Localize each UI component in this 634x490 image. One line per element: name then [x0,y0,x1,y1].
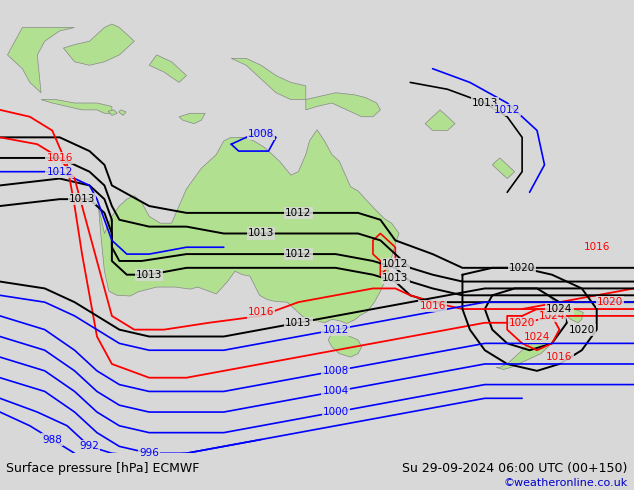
Text: 1020: 1020 [569,325,595,335]
Text: 1013: 1013 [136,270,162,280]
Text: 988: 988 [42,435,62,444]
Polygon shape [108,110,117,115]
Text: 1012: 1012 [46,167,73,177]
Text: 1020: 1020 [509,318,535,328]
Text: 1016: 1016 [547,352,573,362]
Text: 1016: 1016 [583,242,610,252]
Text: 1016: 1016 [248,307,275,318]
Text: 1024: 1024 [547,304,573,314]
Polygon shape [41,99,112,113]
Text: 1016: 1016 [420,300,446,311]
Polygon shape [231,58,306,99]
Polygon shape [496,340,550,369]
Polygon shape [63,24,134,65]
Text: ©weatheronline.co.uk: ©weatheronline.co.uk [503,478,628,488]
Text: 1012: 1012 [494,105,521,115]
Polygon shape [149,55,186,82]
Text: 992: 992 [80,441,100,451]
Text: 1024: 1024 [524,332,550,342]
Polygon shape [119,110,126,115]
Text: 1016: 1016 [46,153,73,163]
Text: 1013: 1013 [69,194,95,204]
Text: Su 29-09-2024 06:00 UTC (00+150): Su 29-09-2024 06:00 UTC (00+150) [403,463,628,475]
Polygon shape [425,110,455,130]
Text: 1008: 1008 [248,129,274,139]
Polygon shape [492,158,515,178]
Text: 1013: 1013 [248,228,275,239]
Text: Surface pressure [hPa] ECMWF: Surface pressure [hPa] ECMWF [6,463,200,475]
Polygon shape [306,93,380,117]
Polygon shape [8,27,75,93]
Text: 1020: 1020 [509,263,535,273]
Text: 1012: 1012 [285,249,311,259]
Text: 1013: 1013 [285,318,311,328]
Text: 1012: 1012 [382,259,408,270]
Polygon shape [98,130,399,323]
Text: 996: 996 [139,448,159,458]
Text: 1024: 1024 [539,311,565,321]
Text: 1012: 1012 [285,208,311,218]
Text: 1012: 1012 [323,325,349,335]
Polygon shape [542,292,583,323]
Text: 1013: 1013 [382,273,408,283]
Polygon shape [179,113,205,123]
Polygon shape [328,333,362,357]
Text: 1020: 1020 [597,297,623,307]
Text: 1000: 1000 [323,407,349,417]
Text: 1013: 1013 [472,98,498,108]
Text: 1008: 1008 [323,366,349,376]
Text: 1004: 1004 [323,387,349,396]
